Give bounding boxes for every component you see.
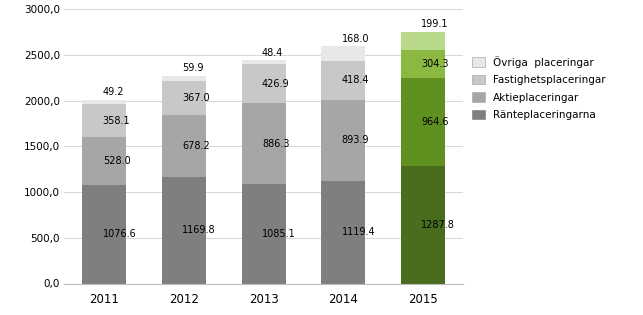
Bar (322, 100, 365, 181)
Text: 48.4: 48.4 (262, 48, 284, 58)
Bar (322, 46, 365, 61)
Text: 1076.6: 1076.6 (103, 229, 136, 239)
Text: 426.9: 426.9 (262, 79, 289, 89)
Text: 1119.4: 1119.4 (341, 227, 376, 238)
Legend: Övriga  placeringar, Fastighetsplaceringar, Aktieplaceringar, Ränteplaceringarna: Övriga placeringar, Fastighetsplaceringa… (472, 56, 606, 120)
Bar (162, 177, 206, 284)
Text: 964.6: 964.6 (421, 117, 449, 127)
Bar (162, 76, 206, 81)
Text: 1169.8: 1169.8 (183, 225, 216, 235)
Text: 367.0: 367.0 (183, 93, 210, 103)
Text: 886.3: 886.3 (262, 139, 289, 149)
Bar (162, 81, 206, 115)
Bar (82, 100, 126, 104)
Text: 1287.8: 1287.8 (421, 220, 455, 230)
Bar (242, 60, 285, 64)
Bar (322, 61, 365, 100)
Bar (242, 184, 285, 284)
Text: 1085.1: 1085.1 (262, 229, 296, 239)
Text: 893.9: 893.9 (341, 135, 369, 146)
Bar (82, 104, 126, 137)
Text: 199.1: 199.1 (421, 20, 449, 30)
Bar (401, 32, 445, 50)
Text: 49.2: 49.2 (103, 88, 124, 97)
Text: 418.4: 418.4 (341, 76, 369, 85)
Bar (242, 64, 285, 103)
Bar (401, 78, 445, 166)
Text: 678.2: 678.2 (183, 141, 210, 151)
Text: 358.1: 358.1 (103, 116, 131, 126)
Bar (242, 103, 285, 184)
Text: 59.9: 59.9 (183, 63, 204, 73)
Bar (82, 185, 126, 284)
Bar (162, 115, 206, 177)
Text: 168.0: 168.0 (341, 34, 369, 44)
Bar (82, 137, 126, 185)
Bar (322, 181, 365, 284)
Bar (401, 50, 445, 78)
Bar (401, 166, 445, 284)
Text: 304.3: 304.3 (421, 59, 449, 69)
Text: 528.0: 528.0 (103, 156, 131, 166)
